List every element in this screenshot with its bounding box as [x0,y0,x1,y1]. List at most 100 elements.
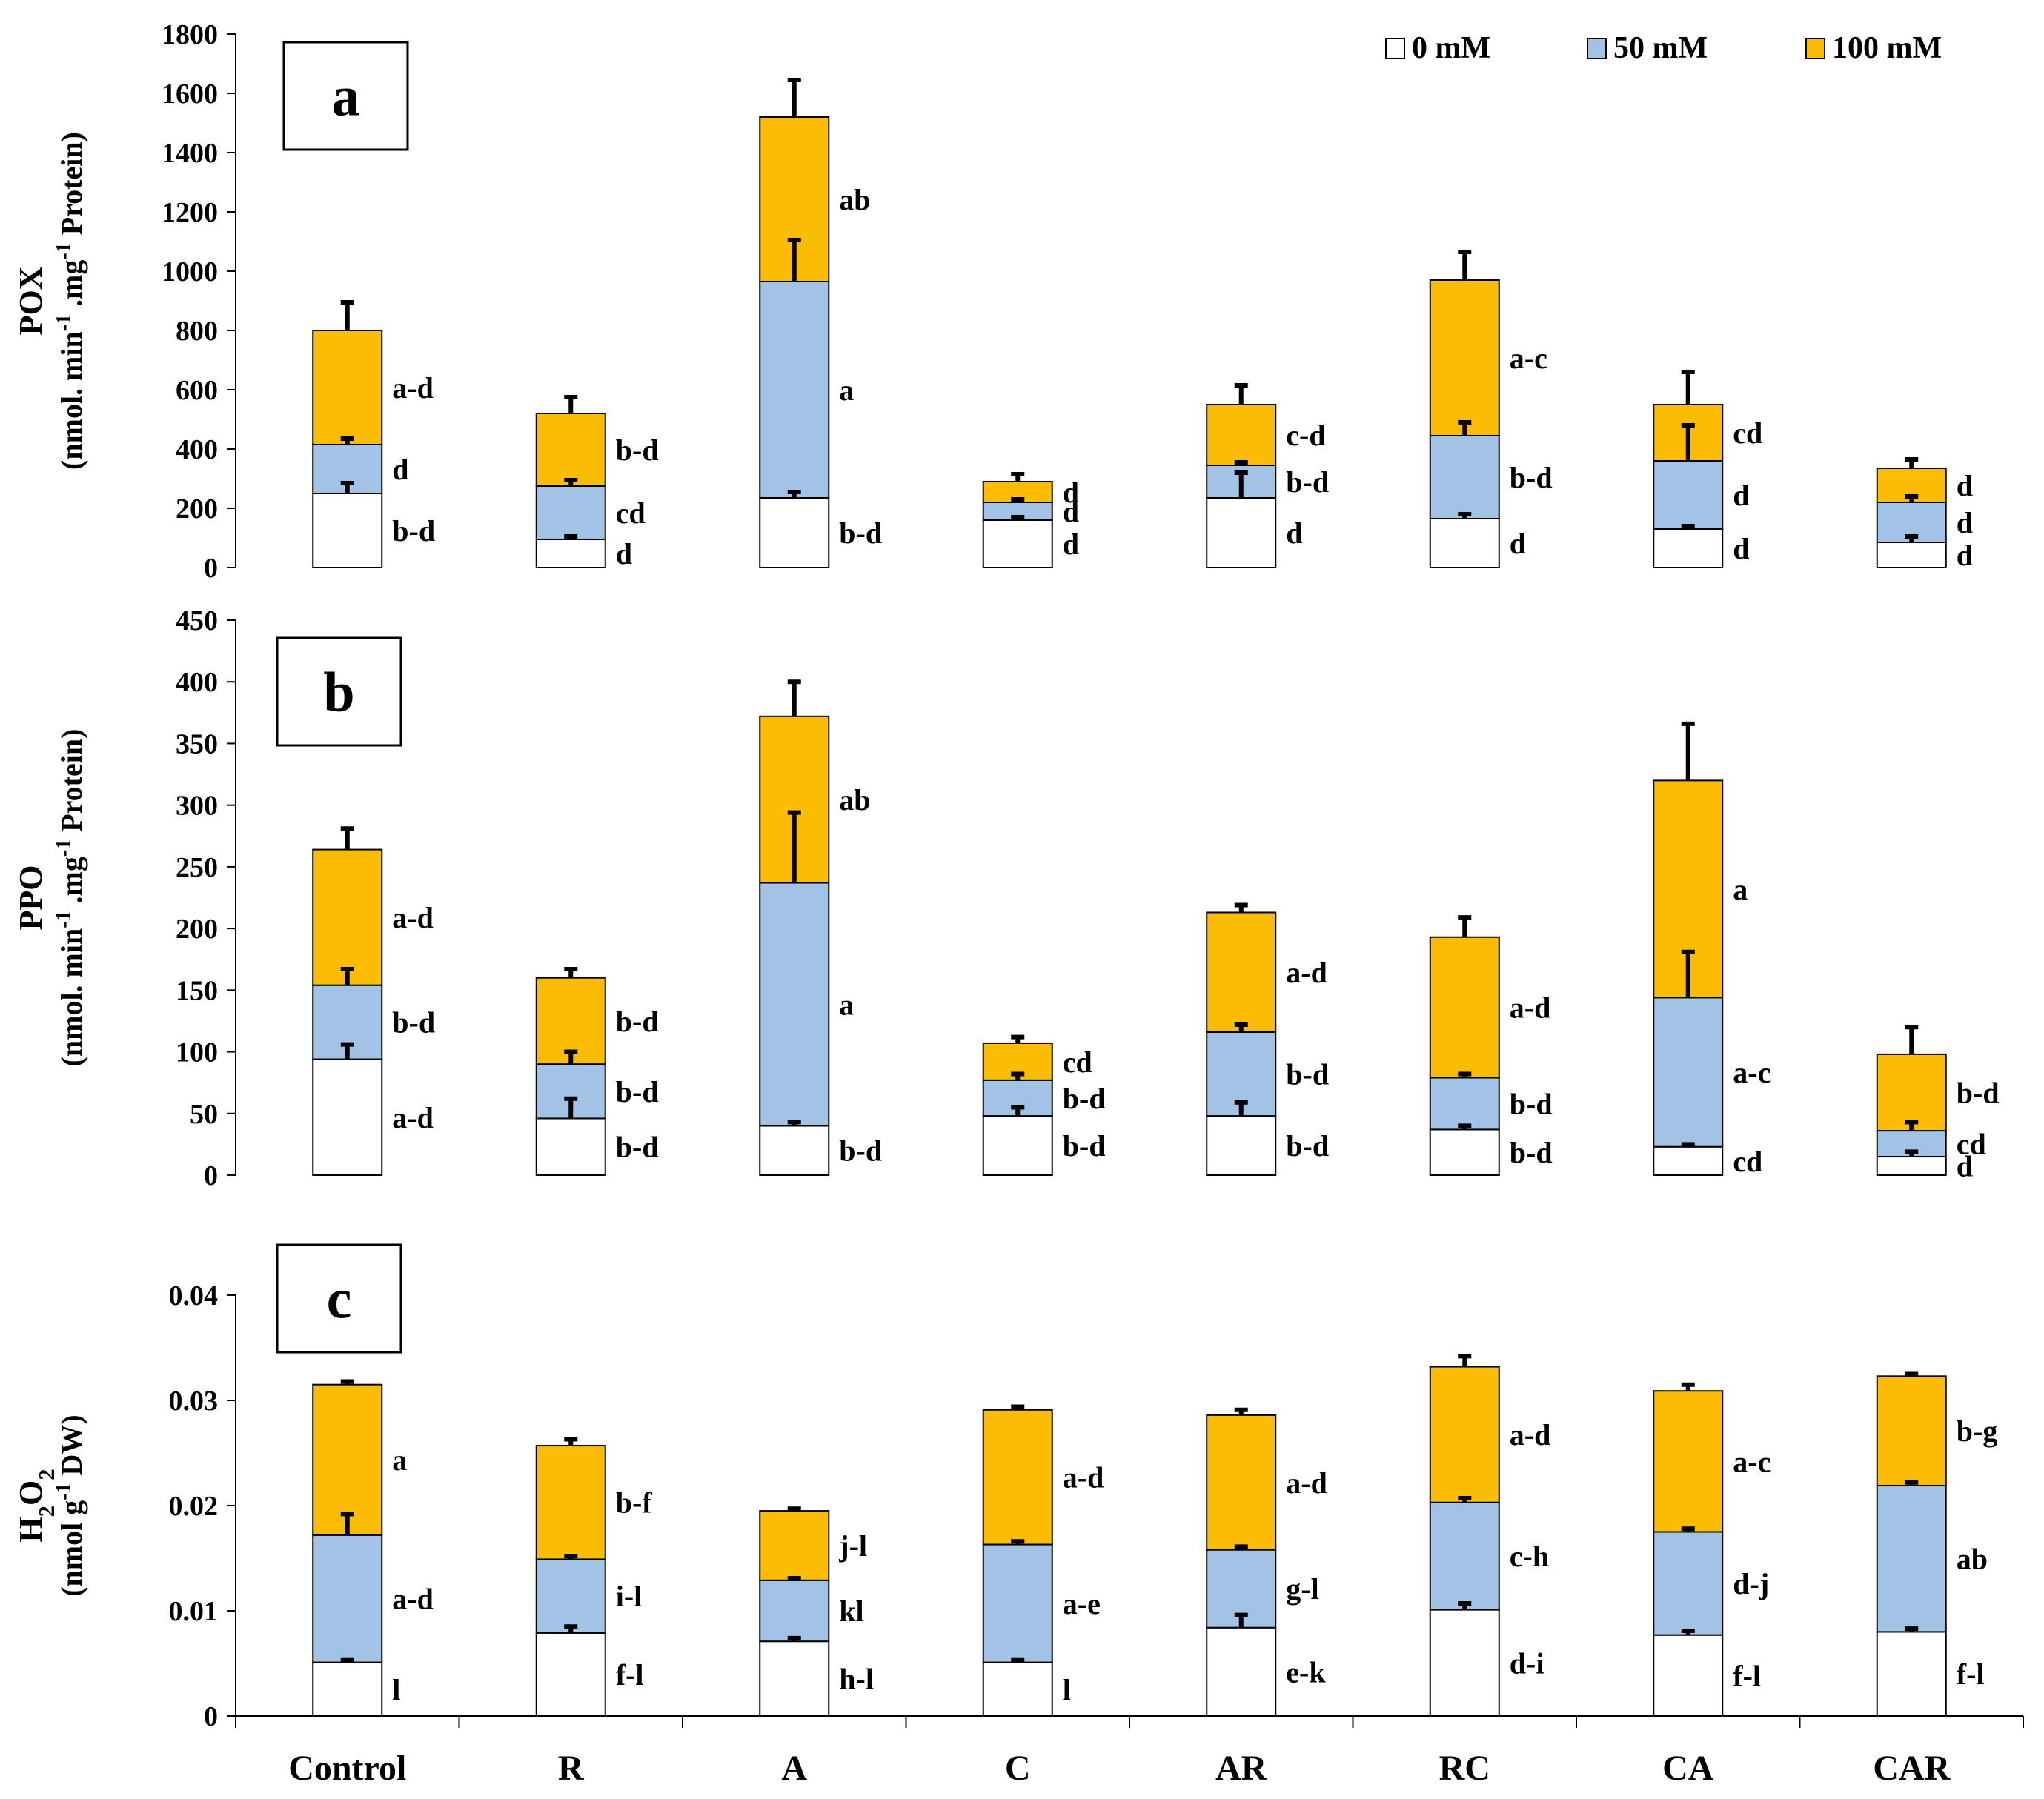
significance-letter: b-d [616,1075,659,1108]
y-tick-label: 400 [176,434,218,465]
significance-letter: i-l [616,1580,643,1613]
panel-label-box [282,41,409,151]
significance-letter: h-l [839,1663,874,1696]
significance-letter: ab [1957,1543,1988,1576]
significance-letter: a-d [392,901,434,934]
significance-letter: d [1510,527,1526,560]
significance-letter: d [1733,479,1749,512]
y-axis-title: POX [13,266,49,335]
x-tick-label: C [1005,1749,1031,1788]
y-tick-label: 400 [176,667,218,698]
label-span: min [55,928,88,978]
y-tick-label: 200 [176,493,218,525]
label-sub: 2 [34,1506,59,1517]
y-tick-label: 0 [204,1160,218,1191]
y-tick-label: 200 [176,914,218,945]
bar-segment-c-A-mM100 [759,1510,830,1581]
significance-letter: b-g [1957,1414,1998,1448]
label-span: . [55,896,88,911]
y-tick-label: 0.02 [169,1491,219,1522]
bar-segment-c-CA-mM50 [1653,1531,1724,1636]
significance-letter: a [839,988,854,1021]
bar-segment-c-AR-mM0 [1206,1626,1277,1717]
label-span: Protein) [55,729,88,839]
y-tick-label: 1600 [162,79,218,110]
bar-segment-c-CA-mM100 [1653,1390,1724,1533]
significance-letter: b-d [616,1005,659,1038]
significance-letter: d [392,453,408,486]
significance-letter: ab [839,783,870,817]
label-span: O [13,1480,49,1506]
bar-segment-b-A-mM0 [759,1125,830,1177]
y-tick-label: 0.01 [169,1596,219,1627]
bar-segment-c-C-mM50 [982,1543,1053,1663]
bar-segment-b-Control-mM100 [312,848,383,986]
y-tick-label: 1200 [162,197,218,228]
y-tick-label: 450 [176,605,218,636]
y-tick-label: 800 [176,316,218,347]
significance-letter: d [1957,469,1973,502]
significance-letter: l [1063,1673,1071,1706]
bar-segment-c-R-mM100 [535,1445,606,1560]
significance-letter: a [392,1443,407,1477]
significance-letter: c-h [1510,1540,1549,1573]
bar-segment-c-CAR-mM50 [1876,1485,1947,1633]
label-sup: -1 [53,839,76,857]
bar-segment-b-AR-mM100 [1206,911,1277,1033]
x-tick-label: CA [1662,1749,1714,1788]
bar-segment-b-A-mM50 [759,882,830,1127]
significance-letter: b-d [1063,1129,1106,1163]
significance-letter: d [1063,528,1079,561]
bar-segment-a-R-mM100 [535,413,606,487]
bar-segment-b-CA-mM0 [1653,1145,1724,1176]
significance-letter: cd [1733,416,1762,450]
significance-letter: b-d [1510,1087,1553,1120]
y-tick-label: 0 [204,1701,218,1732]
bar-segment-a-R-mM0 [535,539,606,568]
y-tick-label: 250 [176,852,218,883]
bar-segment-a-C-mM0 [982,519,1053,568]
bar-segment-b-Control-mM0 [312,1058,383,1177]
significance-letter: b-d [839,516,882,550]
significance-letter: a-d [1510,991,1551,1025]
label-span: . [55,299,88,314]
significance-letter: b-d [392,514,435,548]
bar-segment-c-A-mM50 [759,1579,830,1643]
panel-label: c [327,1268,352,1331]
bar-segment-a-CA-mM50 [1653,460,1724,530]
bar-segment-b-CAR-mM100 [1876,1053,1947,1132]
panel-label-box [276,636,402,747]
legend-label: 50 mM [1613,31,1708,65]
bar-segment-a-CAR-mM0 [1876,542,1947,568]
significance-letter: c-d [1286,419,1325,452]
bar-segment-c-RC-mM100 [1429,1366,1500,1503]
bar-segment-c-C-mM100 [982,1409,1053,1546]
bar-segment-b-RC-mM100 [1429,936,1500,1079]
label-span: (nmol [55,1515,88,1597]
bar-segment-a-RC-mM100 [1429,279,1500,436]
legend-label: 0 mM [1412,31,1490,65]
bar-segment-c-C-mM0 [982,1661,1053,1717]
significance-letter: a-d [1286,1466,1327,1500]
bar-segment-b-CAR-mM0 [1876,1156,1947,1176]
label-span: POX [13,266,49,335]
significance-letter: e-k [1286,1655,1326,1689]
label-span: (nmol. [55,381,88,470]
legend-swatch-mM100 [1805,38,1825,59]
significance-letter: cd [1063,1045,1092,1079]
bar-segment-a-AR-mM0 [1206,497,1277,568]
significance-letter: b-d [616,433,659,467]
significance-letter: d [1286,516,1302,550]
bar-segment-a-Control-mM100 [312,330,383,445]
significance-letter: a-d [392,371,434,405]
significance-letter: b-d [1286,1129,1329,1163]
significance-letter: ab [839,183,870,216]
bar-segment-c-CAR-mM0 [1876,1631,1947,1717]
significance-letter: cd [616,496,646,530]
significance-letter: l [392,1673,400,1706]
bar-segment-a-RC-mM0 [1429,518,1500,568]
label-span: H [13,1517,49,1542]
significance-letter: d-i [1510,1646,1544,1680]
